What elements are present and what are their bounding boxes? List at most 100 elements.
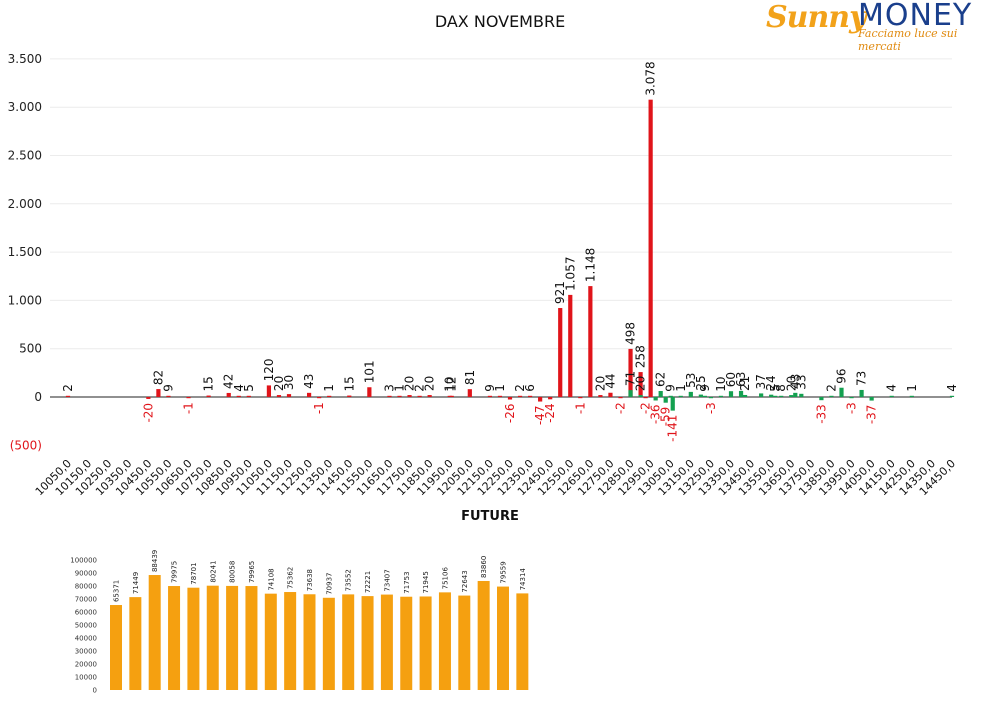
future-y-tick-label: 70000 (75, 596, 97, 604)
bar (206, 395, 211, 397)
bar (869, 397, 874, 401)
future-bar (264, 593, 277, 690)
bar (186, 397, 191, 399)
data-label: 20 (593, 376, 607, 391)
future-bar (361, 596, 374, 690)
data-label: -3 (704, 402, 718, 414)
data-label: 71 (624, 371, 638, 386)
data-label: -1 (312, 402, 326, 414)
data-label: 33 (794, 375, 808, 390)
bar (663, 397, 668, 403)
future-data-label: 73552 (345, 569, 353, 591)
future-data-label: 88439 (151, 550, 159, 572)
data-label: 63 (734, 372, 748, 387)
data-label: 12 (445, 377, 459, 392)
bar (407, 395, 412, 397)
data-label: 73 (855, 371, 869, 386)
future-bar (342, 594, 355, 690)
data-label: 2 (61, 384, 75, 392)
data-label: 101 (362, 360, 376, 383)
data-label: 1 (674, 384, 688, 392)
future-y-tick-label: 90000 (75, 570, 97, 578)
future-bar (284, 592, 297, 690)
bar (588, 286, 593, 397)
future-data-label: 71945 (422, 571, 430, 593)
future-data-label: 79559 (500, 561, 508, 583)
bar (643, 397, 648, 399)
bar (266, 385, 272, 397)
bar (829, 395, 834, 397)
bar (779, 395, 784, 397)
future-y-tick-label: 60000 (75, 609, 97, 617)
bar (286, 394, 292, 397)
future-y-tick-label: 40000 (75, 635, 97, 643)
future-data-label: 80241 (209, 560, 217, 582)
bar (909, 395, 914, 397)
data-label: -1 (573, 402, 587, 414)
data-label: 1 (493, 384, 507, 392)
data-label: 2 (513, 384, 527, 392)
future-data-label: 70937 (325, 573, 333, 595)
future-bar (516, 593, 529, 690)
bar (618, 397, 623, 399)
data-label: 20 (784, 376, 798, 391)
bar (487, 395, 493, 397)
bar (702, 395, 707, 397)
y-tick-label: 1.500 (8, 245, 42, 259)
bar (608, 392, 613, 397)
data-label: 5 (768, 384, 782, 392)
bar (417, 395, 422, 397)
data-label: 20 (423, 376, 437, 391)
future-data-label: 73407 (383, 569, 391, 591)
future-bar (303, 594, 316, 690)
data-label: 8 (774, 384, 788, 392)
future-data-label: 71753 (403, 571, 411, 593)
future-data-label: 80058 (229, 561, 237, 583)
data-label: 1 (393, 384, 407, 392)
data-label: 3.078 (644, 61, 658, 95)
y-tick-label: 3.000 (8, 100, 42, 114)
future-bar (245, 586, 258, 690)
bar (638, 395, 643, 397)
bar (708, 397, 714, 399)
data-label: 1.057 (563, 257, 577, 291)
data-label: 62 (654, 372, 668, 387)
future-data-label: 83860 (480, 556, 488, 578)
data-label: -37 (865, 405, 879, 425)
data-label: 10 (714, 377, 728, 392)
y-tick-label: 500 (19, 342, 42, 356)
data-label: -33 (814, 404, 828, 424)
bar (166, 395, 171, 397)
data-label: 9 (161, 384, 175, 392)
bar (65, 395, 71, 397)
bar (849, 397, 854, 399)
data-label: 10 (443, 377, 457, 392)
data-label: -3 (845, 402, 859, 414)
bar (698, 394, 703, 397)
data-label: -2 (614, 402, 628, 414)
future-chart-title: FUTURE (461, 509, 519, 524)
future-bar (458, 595, 471, 690)
data-label: 4 (885, 384, 899, 392)
bar (670, 397, 675, 411)
bar (317, 397, 322, 399)
future-data-label: 75362 (287, 567, 295, 589)
future-data-label: 71449 (132, 572, 140, 594)
data-label: 42 (222, 374, 236, 389)
data-label: 1.148 (583, 248, 597, 282)
bar (467, 389, 472, 397)
bar (688, 391, 693, 397)
bar (517, 395, 523, 397)
data-label: 4 (232, 384, 246, 392)
bar (568, 294, 573, 397)
data-label: 82 (151, 370, 165, 385)
bar (738, 390, 744, 397)
data-label: -1 (182, 402, 196, 414)
bar (759, 393, 764, 397)
bar (146, 397, 151, 399)
data-label: 21 (738, 376, 752, 391)
data-label: 9 (664, 384, 678, 392)
data-label: 6 (523, 384, 537, 392)
future-y-tick-label: 50000 (75, 622, 97, 630)
bar (578, 397, 583, 399)
